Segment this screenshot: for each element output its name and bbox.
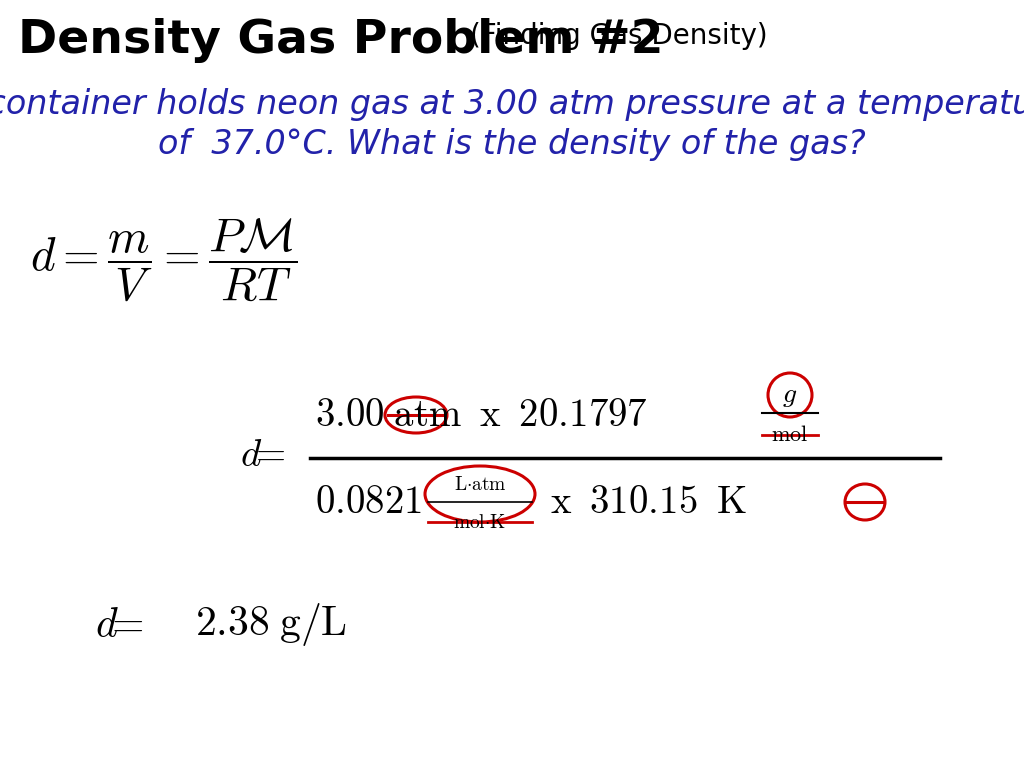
Text: $g$: $g$ (782, 381, 798, 409)
Text: $\mathrm{mol}$: $\mathrm{mol}$ (771, 425, 809, 445)
Text: A container holds neon gas at 3.00 atm pressure at a temperature: A container holds neon gas at 3.00 atm p… (0, 88, 1024, 121)
Text: of  37.0°C. What is the density of the gas?: of 37.0°C. What is the density of the ga… (158, 128, 866, 161)
Text: $\mathrm{mol{\cdot}K}$: $\mathrm{mol{\cdot}K}$ (454, 512, 507, 531)
Text: $d = \dfrac{m}{V}  = \dfrac{P\mathcal{M}}{RT}$: $d = \dfrac{m}{V} = \dfrac{P\mathcal{M}}… (30, 217, 297, 303)
Text: $\mathrm{L{\cdot}atm}$: $\mathrm{L{\cdot}atm}$ (454, 475, 506, 494)
Text: $2.38 \;\mathrm{g/L}$: $2.38 \;\mathrm{g/L}$ (195, 601, 347, 648)
Text: $d\!\!=\!\!$: $d\!\!=\!\!$ (240, 436, 286, 474)
Text: (Finding Gas Density): (Finding Gas Density) (470, 22, 768, 50)
Text: $\mathrm{x} \;\; 310.15 \;\; \mathrm{K}$: $\mathrm{x} \;\; 310.15 \;\; \mathrm{K}$ (550, 483, 748, 521)
Text: $3.00 \;\mathrm{atm} \;\;\mathrm{x} \;\; 20.1797$: $3.00 \;\mathrm{atm} \;\;\mathrm{x} \;\;… (315, 396, 648, 434)
Text: $d\!\!=$: $d\!\!=$ (95, 604, 144, 646)
Text: $0.0821$: $0.0821$ (315, 483, 422, 521)
Text: Density Gas Problem #2: Density Gas Problem #2 (18, 18, 664, 63)
